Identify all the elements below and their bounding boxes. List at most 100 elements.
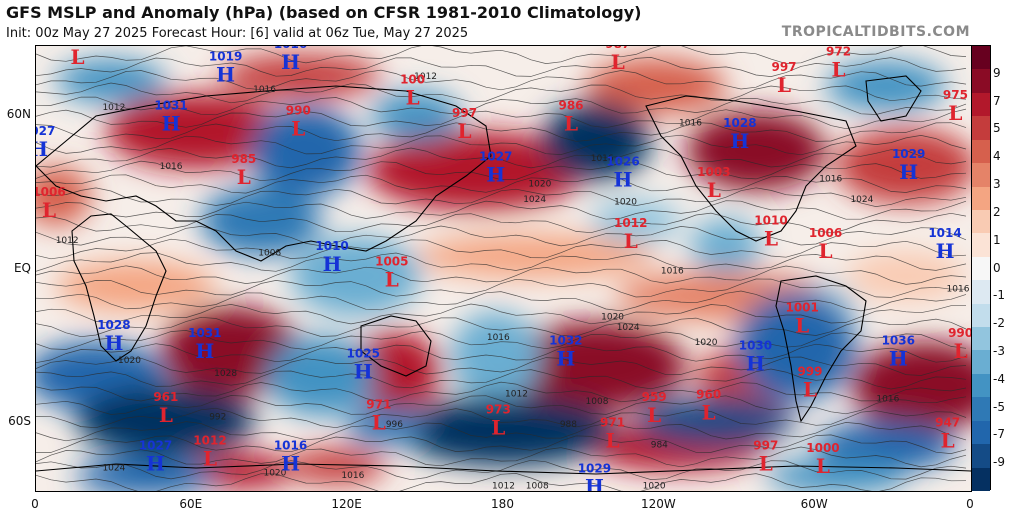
colorbar-tick-label: 7 bbox=[993, 93, 1001, 108]
isobar-line bbox=[36, 122, 967, 142]
isobar-line bbox=[36, 225, 967, 247]
colorbar-tick-label: 0 bbox=[993, 260, 1001, 275]
colorbar-tick-label: -9 bbox=[993, 455, 1005, 470]
isobar-label: 1016 bbox=[876, 394, 899, 404]
pressure-letter: L bbox=[954, 339, 968, 363]
isobar-label: 1016 bbox=[591, 154, 614, 164]
coast-north-america bbox=[645, 95, 857, 242]
pressure-value: 1029 bbox=[892, 147, 925, 161]
isobar-line bbox=[36, 446, 967, 468]
pressure-letter: H bbox=[614, 168, 633, 192]
pressure-letter: L bbox=[948, 101, 962, 125]
pressure-value: 1026 bbox=[606, 155, 639, 169]
pressure-letter: H bbox=[899, 160, 918, 184]
isobar-label: 1016 bbox=[487, 333, 510, 343]
colorbar-tick-label: -2 bbox=[993, 316, 1005, 331]
pressure-letter: L bbox=[832, 58, 846, 82]
colorbar-tick-label: 5 bbox=[993, 121, 1001, 136]
isobar-line bbox=[36, 212, 967, 234]
colorbar-tick-label: 3 bbox=[993, 177, 1001, 192]
isobar-line bbox=[36, 368, 967, 390]
isobar-label: 992 bbox=[209, 412, 226, 422]
colorbar-segment bbox=[972, 420, 990, 445]
pressure-value: 990 bbox=[286, 103, 311, 117]
latitude-label: 60S bbox=[8, 413, 31, 428]
pressure-value: 1000 bbox=[806, 441, 839, 455]
pressure-value: 1027 bbox=[139, 438, 172, 452]
coastlines bbox=[36, 75, 971, 475]
pressure-letter: L bbox=[795, 313, 809, 337]
pressure-value: 1032 bbox=[549, 334, 582, 348]
pressure-value: 959 bbox=[642, 390, 667, 404]
pressure-value: 973 bbox=[486, 403, 511, 417]
colorbar-tick-label: 1 bbox=[993, 232, 1001, 247]
pressure-value: 100 bbox=[400, 73, 425, 87]
anomaly-field bbox=[36, 54, 971, 491]
longitude-label: 60E bbox=[179, 497, 203, 511]
pressure-letter: L bbox=[803, 377, 817, 401]
pressure-letter: H bbox=[146, 451, 165, 475]
isobar-label: 984 bbox=[651, 441, 668, 451]
pressure-letter: H bbox=[281, 451, 300, 475]
pressure-value: 1019 bbox=[209, 50, 242, 64]
colorbar-tick-label: -5 bbox=[993, 399, 1005, 414]
pressure-value: 960 bbox=[696, 387, 721, 401]
isobar-line bbox=[36, 316, 967, 338]
isobar-label: 1020 bbox=[528, 180, 551, 190]
pressure-value: 987 bbox=[605, 46, 630, 51]
pressure-letter: L bbox=[71, 46, 85, 69]
isobar-line bbox=[36, 160, 967, 182]
longitude-label: 0 bbox=[966, 497, 974, 511]
pressure-value: 1010 bbox=[754, 213, 787, 227]
pressure-value: 1028 bbox=[723, 116, 756, 130]
isobar-label: 1020 bbox=[601, 313, 624, 323]
isobar-label: 1016 bbox=[341, 471, 364, 481]
pressure-letter: L bbox=[606, 428, 620, 452]
coast-south-america bbox=[775, 275, 867, 423]
isobar-label: 1016 bbox=[679, 118, 702, 128]
pressure-value: 1010 bbox=[315, 239, 348, 253]
coast-eurasia bbox=[36, 85, 492, 262]
pressure-value: 997 bbox=[771, 60, 796, 74]
pressure-value: 1016 bbox=[274, 46, 307, 51]
pressure-value: 1030 bbox=[739, 339, 772, 353]
isobar-line bbox=[36, 252, 967, 272]
pressure-letter: L bbox=[816, 454, 830, 478]
colorbar-segment bbox=[972, 303, 990, 328]
isobar-line bbox=[36, 330, 967, 350]
colorbar-segment bbox=[972, 350, 990, 375]
isobar-line bbox=[36, 108, 967, 130]
isobar-line bbox=[36, 69, 967, 91]
colorbar-segment bbox=[972, 163, 990, 187]
pressure-letter: L bbox=[385, 267, 399, 291]
isobar-label: 1016 bbox=[661, 267, 684, 277]
longitude-label: 0 bbox=[31, 497, 39, 511]
isobar-label: 1012 bbox=[102, 103, 125, 113]
colorbar-segment bbox=[972, 327, 990, 351]
pressure-letter: H bbox=[889, 347, 908, 371]
pressure-letter: H bbox=[556, 347, 575, 371]
pressure-letter: L bbox=[941, 428, 955, 452]
pressure-letter: L bbox=[159, 403, 173, 427]
colorbar-segment bbox=[972, 444, 990, 469]
colorbar-tick-label: -3 bbox=[993, 343, 1005, 358]
pressure-value: 1012 bbox=[614, 216, 647, 230]
coast-antarctica bbox=[36, 463, 971, 475]
pressure-letter: H bbox=[585, 474, 604, 491]
pressure-letter: L bbox=[764, 226, 778, 250]
isobar-label: 1024 bbox=[523, 195, 546, 205]
